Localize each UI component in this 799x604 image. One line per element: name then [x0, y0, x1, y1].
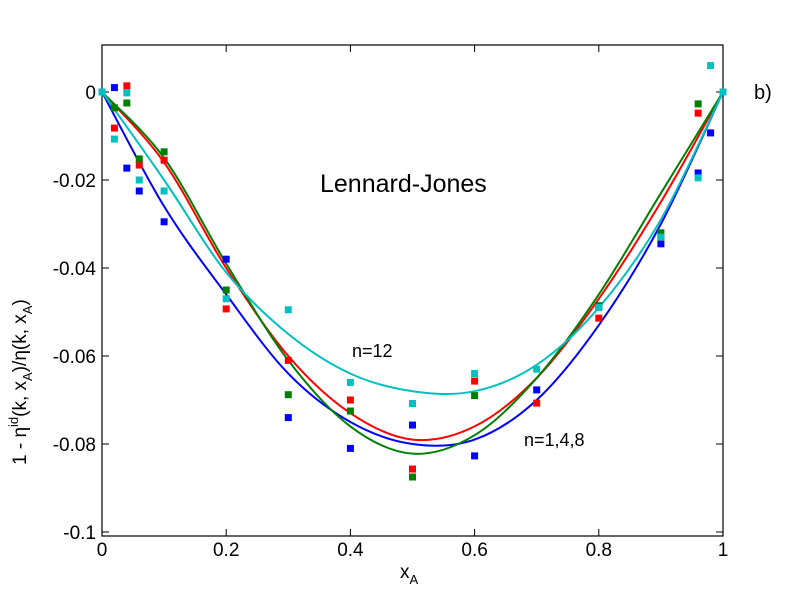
y-tick-label: -0.04: [53, 259, 97, 280]
data-point-series-0: [346, 444, 354, 452]
data-point-series-2: [135, 155, 143, 163]
data-point-series-1: [595, 314, 603, 322]
data-point-series-1: [533, 399, 541, 407]
annotation-n148: n=1,4,8: [524, 430, 585, 450]
data-point-series-3: [657, 233, 665, 241]
fit-curve-3: [101, 91, 724, 395]
data-point-series-1: [471, 377, 479, 385]
fit-curve-0: [101, 91, 724, 447]
data-point-series-0: [533, 386, 541, 394]
data-point-series-0: [657, 240, 665, 248]
data-point-series-0: [110, 84, 118, 92]
annotation-lennard-jones: Lennard-Jones: [320, 170, 487, 198]
data-point-series-1: [694, 109, 702, 117]
data-point-series-3: [222, 295, 230, 303]
x-tick-label: 1: [718, 540, 729, 561]
fit-curve-1: [101, 91, 724, 442]
fit-curves: [101, 91, 724, 455]
ticks: 0 0.2 0.4 0.6 0.8 1 0 -0.02 -0.04 -0.06 -0.08 -0.1: [53, 45, 729, 561]
data-point-series-2: [471, 392, 479, 400]
data-point-series-0: [409, 421, 416, 429]
data-point-series-1: [110, 124, 118, 132]
fit-curve-2: [101, 91, 724, 455]
panel-label: b): [754, 82, 772, 104]
y-tick-label: -0.08: [53, 435, 96, 456]
data-point-series-2: [160, 148, 168, 156]
y-tick-label: -0.06: [53, 347, 96, 368]
data-point-series-3: [346, 378, 354, 386]
data-point-series-3: [284, 306, 292, 314]
x-tick-label: 0.2: [213, 540, 239, 561]
data-point-series-1: [123, 82, 131, 90]
data-point-series-1: [284, 356, 292, 364]
x-tick-label: 0.4: [337, 540, 364, 561]
data-point-series-2: [657, 229, 665, 237]
data-point-series-3: [110, 135, 118, 143]
data-point-series-0: [471, 452, 479, 460]
data-point-series-3: [595, 304, 603, 312]
data-points: [98, 62, 727, 481]
y-tick-label: 0: [85, 83, 96, 104]
data-point-series-1: [160, 156, 168, 164]
data-point-series-3: [719, 88, 727, 96]
data-point-series-3: [160, 187, 168, 195]
data-point-series-3: [533, 365, 541, 373]
data-point-series-1: [409, 465, 416, 473]
data-point-series-3: [123, 89, 131, 97]
y-tick-label: -0.02: [53, 171, 96, 192]
data-point-series-0: [160, 218, 168, 226]
data-point-series-0: [284, 414, 292, 422]
x-axis-label: xA: [400, 562, 419, 587]
data-point-series-2: [123, 99, 131, 107]
data-point-series-3: [409, 400, 416, 408]
data-point-series-2: [284, 391, 292, 399]
data-point-series-3: [135, 176, 143, 184]
annotation-n12: n=12: [352, 341, 393, 361]
plot-frame: [101, 44, 724, 537]
data-point-series-0: [123, 164, 131, 172]
data-point-series-2: [346, 407, 354, 415]
data-point-series-0: [135, 187, 143, 195]
data-point-series-0: [694, 169, 702, 177]
data-point-series-2: [222, 286, 230, 294]
x-tick-label: 0: [97, 540, 108, 561]
x-tick-label: 0.8: [586, 540, 612, 561]
data-point-series-1: [135, 161, 143, 169]
data-point-series-3: [694, 174, 702, 182]
y-axis-label: 1 - ηid(k, xA)/η(k, xA): [6, 299, 35, 465]
y-tick-label: -0.1: [63, 523, 96, 544]
data-point-series-0: [707, 129, 715, 137]
data-point-series-2: [694, 100, 702, 108]
data-point-series-3: [98, 88, 106, 96]
data-point-series-3: [471, 370, 479, 378]
x-tick-label: 0.6: [461, 540, 487, 561]
data-point-series-3: [707, 62, 715, 70]
data-point-series-2: [110, 104, 118, 112]
data-point-series-0: [222, 255, 230, 263]
data-point-series-1: [346, 396, 354, 404]
data-point-series-1: [222, 305, 230, 313]
data-point-series-2: [409, 473, 416, 481]
